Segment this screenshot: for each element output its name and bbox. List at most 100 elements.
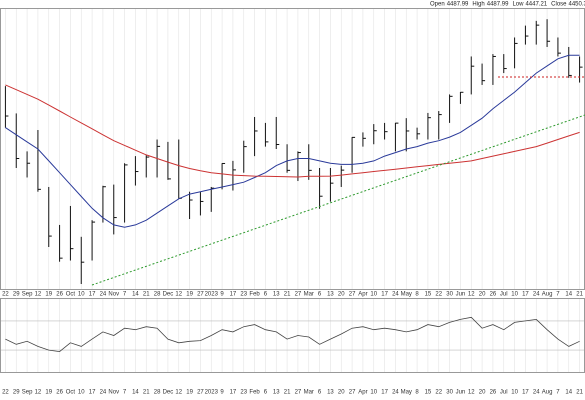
x-tick-label: 26 xyxy=(490,292,497,298)
x-tick-label: Oct xyxy=(66,390,76,396)
x-tick-label: 6 xyxy=(264,292,268,298)
x-tick-label: Jun xyxy=(456,292,466,298)
x-tick-label: Nov xyxy=(108,390,119,396)
x-tick-label: 10 xyxy=(370,390,377,396)
x-tick-label: 7 xyxy=(556,292,560,298)
x-tick-label: Dec xyxy=(163,390,174,396)
x-tick-label: 24 xyxy=(100,292,107,298)
x-tick-label: 17 xyxy=(522,292,529,298)
x-tick-label: 19 xyxy=(186,390,193,396)
x-tick-label: Aug xyxy=(542,390,553,396)
readout-label: Open xyxy=(430,2,445,8)
readout-label: High xyxy=(472,2,484,8)
x-tick-label: 20 xyxy=(338,292,345,298)
x-tick-label: Feb xyxy=(249,292,260,298)
x-tick-label: 24 xyxy=(533,292,540,298)
x-tick-label: 20 xyxy=(479,292,486,298)
x-tick-label: 7 xyxy=(123,390,127,396)
x-tick-label: 14 xyxy=(565,390,572,396)
x-tick-label: 14 xyxy=(132,390,139,396)
x-tick-label: 22 xyxy=(435,292,442,298)
readout: Open 4487.99 High 4487.99 Low 4447.21 Close 445… xyxy=(430,2,585,8)
x-tick-label: 13 xyxy=(327,390,334,396)
x-tick-label: Mar xyxy=(304,390,314,396)
x-tick-label: 13 xyxy=(273,390,280,396)
x-tick-label: Apr xyxy=(358,292,367,298)
x-tick-label: 27 xyxy=(349,390,356,396)
marks xyxy=(4,19,583,353)
x-tick-label: 17 xyxy=(522,390,529,396)
x-tick-label: 21 xyxy=(143,292,150,298)
x-tick-label: 23 xyxy=(240,390,247,396)
x-tick-label: 10 xyxy=(511,390,518,396)
x-tick-label: 21 xyxy=(576,390,583,396)
x-tick-label: 10 xyxy=(78,292,85,298)
x-tick-label: Apr xyxy=(358,390,367,396)
x-tick-label: 22 xyxy=(2,292,9,298)
x-tick-label: 17 xyxy=(230,292,237,298)
x-tick-label: 27 xyxy=(197,390,204,396)
x-tick-label: 22 xyxy=(435,390,442,396)
x-tick-label: Jul xyxy=(500,390,508,396)
x-tick-label: 29 xyxy=(13,390,20,396)
x-tick-label: 7 xyxy=(556,390,560,396)
x-tick-label: 17 xyxy=(381,390,388,396)
x-tick-label: 15 xyxy=(425,390,432,396)
x-tick-label: 21 xyxy=(576,292,583,298)
x-tick-label: 13 xyxy=(327,292,334,298)
moving-average xyxy=(5,54,580,228)
x-tick-label: 14 xyxy=(565,292,572,298)
x-tick-label: May xyxy=(401,292,412,298)
x-tick-label: Dec xyxy=(163,292,174,298)
x-tick-label: 19 xyxy=(45,390,52,396)
x-tick-label: 24 xyxy=(392,390,399,396)
x-tick-label: 20 xyxy=(479,390,486,396)
readout-label: Low xyxy=(512,2,524,8)
x-tick-label: 21 xyxy=(143,390,150,396)
x-tick-label: 13 xyxy=(273,292,280,298)
x-tick-label: 17 xyxy=(89,390,96,396)
x-tick-label: 22 xyxy=(2,390,9,396)
x-tick-label: 8 xyxy=(415,292,419,298)
x-tick-label: 26 xyxy=(56,390,63,396)
rsi-line xyxy=(5,316,580,353)
x-tick-label: 17 xyxy=(381,292,388,298)
x-tick-label: Mar xyxy=(304,292,314,298)
x-tick-label: 21 xyxy=(284,390,291,396)
x-tick-label: 2023 xyxy=(205,292,219,298)
x-tick-label: 12 xyxy=(468,390,475,396)
x-tick-label: Feb xyxy=(249,390,260,396)
readout-value: 4447.21 xyxy=(525,2,547,8)
grid xyxy=(0,9,585,372)
x-tick-label: 20 xyxy=(338,390,345,396)
readout-value: 4487.99 xyxy=(447,2,469,8)
x-tick-label: 17 xyxy=(230,390,237,396)
x-tick-label: 10 xyxy=(511,292,518,298)
x-tick-label: 27 xyxy=(295,390,302,396)
x-tick-label: Nov xyxy=(108,292,119,298)
x-tick-label: 6 xyxy=(318,390,322,396)
x-tick-label: Jun xyxy=(456,390,466,396)
x-tick-label: 24 xyxy=(533,390,540,396)
x-tick-label: 12 xyxy=(468,292,475,298)
readout-value: 4450.32 xyxy=(569,2,585,8)
x-tick-label: 30 xyxy=(446,390,453,396)
x-tick-label: Sep xyxy=(22,390,33,396)
x-tick-label: 23 xyxy=(240,292,247,298)
x-tick-label: 6 xyxy=(264,390,268,396)
moving-average xyxy=(5,84,580,178)
x-tick-label: 9 xyxy=(220,292,224,298)
x-tick-label: 21 xyxy=(284,292,291,298)
x-tick-label: Aug xyxy=(542,292,553,298)
x-tick-label: 7 xyxy=(123,292,127,298)
x-tick-label: 12 xyxy=(175,292,182,298)
x-tick-label: 15 xyxy=(425,292,432,298)
x-tick-label: 19 xyxy=(186,292,193,298)
x-tick-label: 12 xyxy=(175,390,182,396)
x-tick-label: 19 xyxy=(45,292,52,298)
trendline xyxy=(91,114,585,286)
x-tick-label: 12 xyxy=(35,390,42,396)
x-tick-label: 28 xyxy=(154,292,161,298)
x-tick-label: Jul xyxy=(500,292,508,298)
